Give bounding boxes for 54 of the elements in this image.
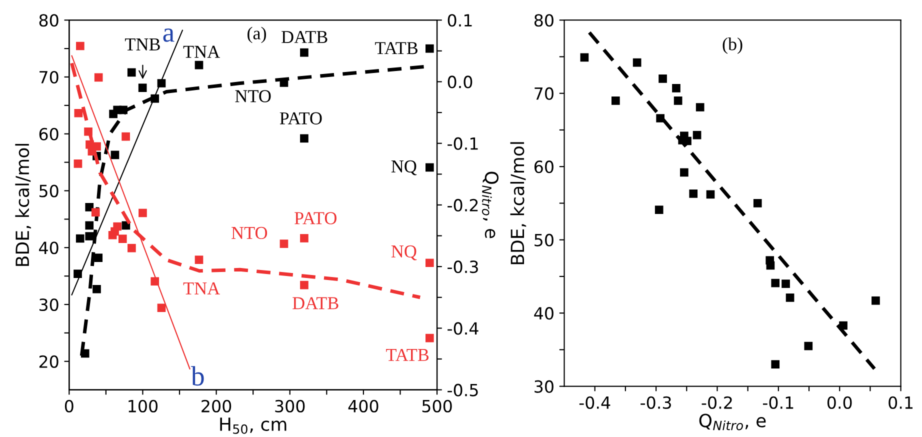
annotation: NTO xyxy=(235,90,271,102)
x-tick-label: 200 xyxy=(202,400,232,412)
x-tick-label: -0.1 xyxy=(762,396,794,409)
y-tick-label: 30 xyxy=(39,298,58,312)
y-tick-label: 60 xyxy=(39,128,58,140)
y2-tick-label: -0.4 xyxy=(448,322,478,335)
annotation: NQ xyxy=(391,245,417,260)
annotation: (b) xyxy=(722,38,742,54)
y2-tick-label: -0.2 xyxy=(448,198,478,212)
x-tick-label: 0.0 xyxy=(827,396,852,409)
y2-tick-label: -0.1 xyxy=(448,137,478,150)
y-tick-label: 20 xyxy=(39,355,58,368)
x-tick-label: -0.2 xyxy=(702,396,732,409)
y2-tick-label: -0.3 xyxy=(448,260,478,274)
y-tick-label: 40 xyxy=(534,307,554,320)
y-tick-label: 70 xyxy=(40,70,58,84)
y2-tick-label: 0.1 xyxy=(448,14,472,27)
y-tick-label: 30 xyxy=(534,380,554,393)
y2-tick-label: -0.5 xyxy=(448,384,478,396)
x-tick-label: 100 xyxy=(128,400,158,412)
annotation: DATB xyxy=(282,31,328,43)
annotation: NQ xyxy=(391,160,417,176)
y-tick-label: 40 xyxy=(39,242,58,254)
annotation: TNA xyxy=(183,46,220,58)
y-tick-label: 70 xyxy=(534,87,554,100)
x-axis-title: H$_{50}$, cm xyxy=(220,418,286,434)
x-tick-label: -0.3 xyxy=(640,396,671,409)
annotation: TATB xyxy=(386,348,429,361)
x-tick-label: 300 xyxy=(275,400,305,412)
y-axis-title: BDE, kcal/mol xyxy=(15,144,32,266)
y2-tick-label: 0.0 xyxy=(448,76,472,88)
annotation: TNB xyxy=(124,38,160,50)
annotation: (a) xyxy=(248,26,266,44)
y2-axis-title: Q$_{Nitro}$, e xyxy=(482,172,499,238)
y-tick-label: 50 xyxy=(40,184,58,198)
x-tick-label: 500 xyxy=(422,400,452,412)
x-tick-label: 0 xyxy=(64,400,74,412)
annotation: PATO xyxy=(294,212,336,224)
x-axis-title: Q$_{Nitro}$, e xyxy=(699,414,766,430)
y-tick-label: 80 xyxy=(39,14,58,27)
annotation: NTO xyxy=(232,226,268,240)
annotation: a xyxy=(163,28,174,42)
annotation: TNA xyxy=(183,282,220,294)
y-axis-title: BDE, kcal/mol xyxy=(510,142,526,264)
annotation: PATO xyxy=(280,112,322,124)
x-tick-label: 400 xyxy=(348,400,378,412)
annotation: DATB xyxy=(292,297,338,310)
y-tick-label: 60 xyxy=(534,160,554,174)
annotation: b xyxy=(190,366,204,386)
x-tick-label: 0.1 xyxy=(888,396,913,409)
y-tick-label: 50 xyxy=(534,234,554,246)
x-tick-label: -0.4 xyxy=(579,396,610,409)
annotation: TATB xyxy=(375,42,418,54)
y-tick-label: 80 xyxy=(534,14,554,27)
